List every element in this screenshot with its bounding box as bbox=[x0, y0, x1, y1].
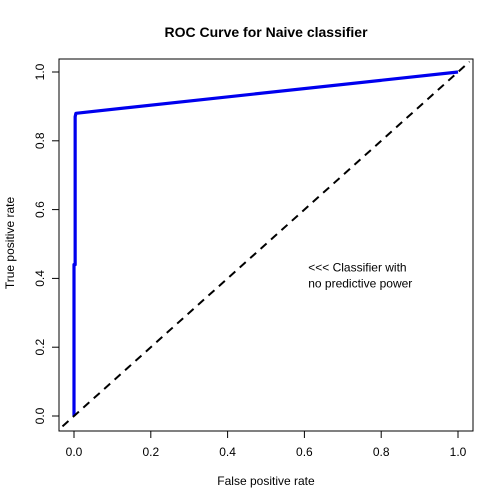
x-tick-label: 0.4 bbox=[219, 445, 236, 459]
chart-title: ROC Curve for Naive classifier bbox=[164, 24, 368, 40]
diagonal-reference-line bbox=[61, 60, 471, 428]
y-axis-label: True positive rate bbox=[3, 197, 17, 290]
x-tick-label: 0.2 bbox=[142, 445, 159, 459]
y-tick-label: 0.2 bbox=[33, 339, 47, 356]
y-tick-label: 0.6 bbox=[33, 201, 47, 218]
x-axis: 0.0 0.2 0.4 0.6 0.8 1.0 bbox=[66, 430, 467, 459]
y-axis: 0.0 0.2 0.4 0.6 0.8 1.0 bbox=[33, 63, 60, 424]
annotation-text-line: <<< Classifier with bbox=[308, 261, 406, 275]
y-tick-label: 0.8 bbox=[33, 132, 47, 149]
annotation-text-line: no predictive power bbox=[308, 277, 412, 291]
plot-area bbox=[58, 58, 474, 432]
x-tick-label: 0.6 bbox=[296, 445, 313, 459]
x-tick-label: 1.0 bbox=[450, 445, 467, 459]
x-tick-label: 0.0 bbox=[66, 445, 83, 459]
y-tick-label: 0.0 bbox=[33, 407, 47, 424]
roc-curve-line bbox=[72, 70, 459, 416]
y-tick-label: 1.0 bbox=[33, 63, 47, 80]
x-axis-label: False positive rate bbox=[217, 474, 315, 488]
y-tick-label: 0.4 bbox=[33, 270, 47, 287]
annotation: <<< Classifier with no predictive power bbox=[308, 261, 412, 291]
x-tick-label: 0.8 bbox=[373, 445, 390, 459]
